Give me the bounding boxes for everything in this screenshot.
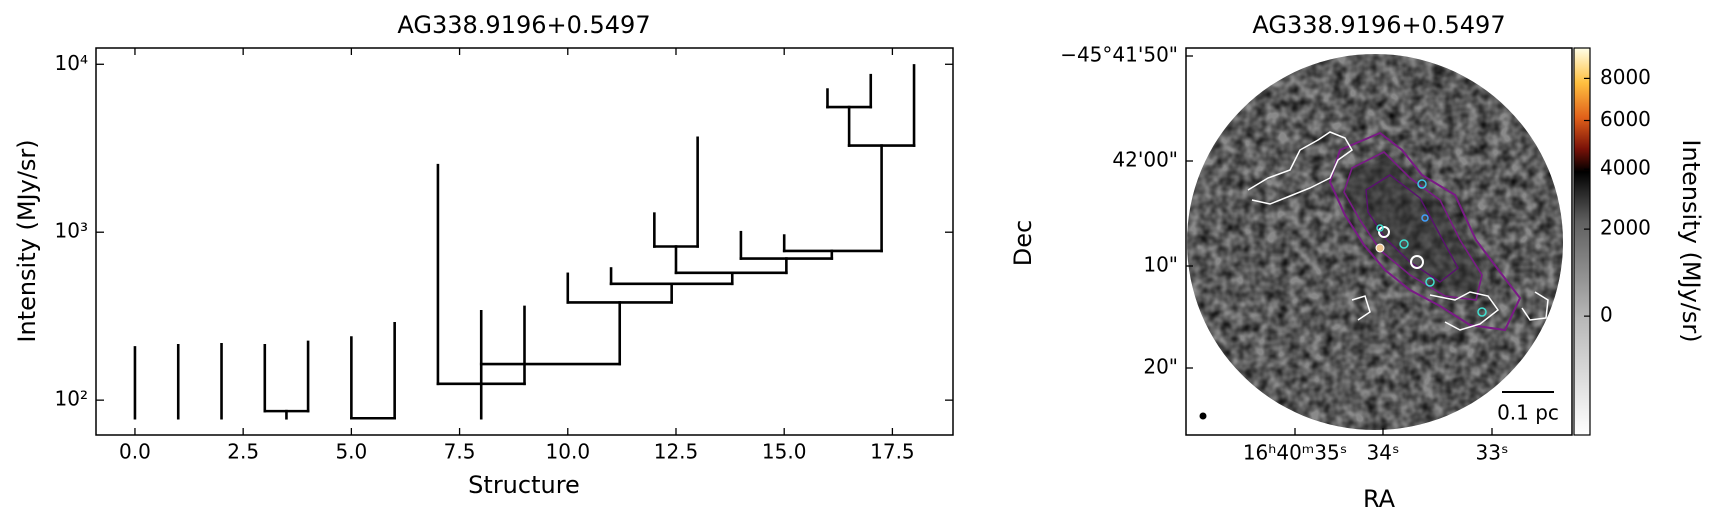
contour (1521, 291, 1549, 321)
y-tick-label: 10⁴ (55, 51, 88, 75)
core (1399, 239, 1409, 249)
dendrogram-plot: 0.0 2.5 5.0 7.5 10.0 12.5 15.0 17.5 10² 10³ 10⁴ (55, 48, 953, 464)
core (1425, 277, 1435, 287)
x-tick-label: 15.0 (762, 440, 807, 464)
x-tick-label: 10.0 (546, 440, 591, 464)
image-annotations: 16ʰ40ᵐ35ˢ 34ˢ 33ˢ −45°41'50" 42'00" 10" 20" 0 20… (1060, 43, 1651, 465)
colorbar-tick-label: 2000 (1600, 216, 1651, 240)
x-tick-label: 2.5 (227, 440, 259, 464)
x-tick-label: 5.0 (335, 440, 367, 464)
x-axis-label: Structure (468, 471, 580, 499)
ra-tick-label: 33ˢ (1476, 441, 1509, 465)
core (1417, 179, 1427, 189)
ra-tick-label: 34ˢ (1367, 441, 1400, 465)
chart-title: AG338.9196+0.5497 (397, 11, 650, 39)
core (1477, 307, 1487, 317)
contour (1247, 131, 1353, 205)
scalebar-label: 0.1 pc (1497, 401, 1559, 425)
colorbar-tick-label: 4000 (1600, 156, 1651, 180)
dense-region (1345, 150, 1490, 300)
colorbar (1573, 47, 1591, 436)
ra-label: RA (1363, 485, 1396, 513)
contour (1343, 151, 1483, 301)
colorbar-tick-label: 8000 (1600, 65, 1651, 89)
contour (1429, 291, 1500, 331)
image-title: AG338.9196+0.5497 (1252, 11, 1505, 39)
x-tick-label: 0.0 (119, 440, 151, 464)
colorbar-tick-label: 6000 (1600, 107, 1651, 131)
dec-tick-label: −45°41'50" (1060, 43, 1178, 67)
dec-tick-label: 10" (1143, 253, 1178, 277)
core (1375, 243, 1385, 253)
x-tick-label: 7.5 (444, 440, 476, 464)
core (1410, 255, 1424, 269)
core (1376, 224, 1384, 232)
dec-tick-label: 20" (1143, 355, 1178, 379)
ra-tick-label: 16ʰ40ᵐ35ˢ (1243, 441, 1347, 465)
image-disk (1187, 54, 1563, 430)
x-tick-label: 17.5 (870, 440, 915, 464)
core (1421, 214, 1429, 222)
x-tick-label: 12.5 (654, 440, 699, 464)
core (1378, 226, 1390, 238)
contour (1365, 174, 1459, 283)
y-tick-label: 10³ (55, 219, 88, 243)
colorbar-label: Intensity (MJy/sr) (1677, 139, 1705, 342)
axes-frame (95, 47, 954, 436)
y-axis-label: Intensity (MJy/sr) (13, 139, 41, 342)
image-frame (1185, 47, 1573, 436)
y-tick-label: 10² (55, 387, 88, 411)
image: 0.1 pc (1185, 47, 1573, 436)
beam (1199, 412, 1207, 420)
colorbar-tick-label: 0 (1600, 303, 1613, 327)
contour (1351, 295, 1371, 321)
contour (1328, 131, 1522, 332)
dec-tick-label: 42'00" (1112, 148, 1178, 172)
dec-label: Dec (1009, 220, 1037, 266)
